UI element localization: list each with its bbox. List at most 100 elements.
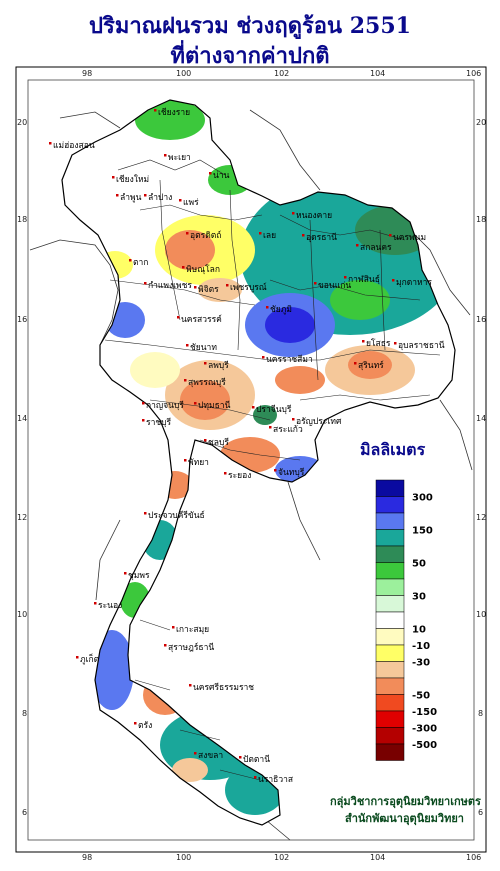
legend-label: -150 — [412, 707, 437, 718]
place-label: ลพบุรี — [208, 360, 229, 371]
lon-tick-top-98: 98 — [82, 69, 92, 78]
place-label: สงขลา — [198, 751, 223, 761]
station-marker — [49, 142, 52, 145]
station-marker — [76, 656, 79, 659]
legend-swatch — [375, 578, 405, 596]
lat-tick-left-6: 6 — [22, 808, 27, 817]
place-label: ระนอง — [98, 601, 122, 611]
place-label: ชุมพร — [128, 571, 150, 581]
station-marker — [144, 194, 147, 197]
station-marker — [116, 194, 119, 197]
place-label: ชลบุรี — [208, 437, 229, 448]
place-label: นครสวรรค์ — [181, 314, 222, 325]
place-label: ชัยนาท — [190, 343, 217, 353]
place-label: ระยอง — [228, 471, 251, 481]
station-marker — [392, 279, 395, 282]
station-marker — [389, 234, 392, 237]
station-marker — [184, 379, 187, 382]
lat-tick-right-6: 6 — [478, 808, 483, 817]
place-label: สุราษฎร์ธานี — [168, 642, 214, 653]
place-label: อรัญประเทศ — [296, 417, 342, 427]
place-label: มุกดาหาร — [396, 278, 432, 288]
legend-swatch — [375, 727, 405, 745]
station-marker — [134, 722, 137, 725]
place-label: แพร่ — [183, 198, 199, 208]
station-marker — [354, 362, 357, 365]
lon-tick-top-102: 102 — [274, 69, 289, 78]
place-label: กาญจนบุรี — [146, 400, 184, 411]
station-marker — [189, 684, 192, 687]
station-marker — [269, 426, 272, 429]
lon-tick-bottom-104: 104 — [370, 853, 385, 862]
lon-tick-top-100: 100 — [176, 69, 191, 78]
legend-swatch — [375, 545, 405, 563]
station-marker — [194, 752, 197, 755]
place-label: อุดรธานี — [306, 232, 337, 243]
station-marker — [194, 402, 197, 405]
place-label: ขอนแก่น — [318, 281, 351, 291]
station-marker — [184, 459, 187, 462]
legend-swatch — [375, 743, 405, 761]
station-marker — [144, 512, 147, 515]
station-marker — [266, 306, 269, 309]
place-label: ชัยภูมิ — [270, 305, 292, 315]
place-label: นครศรีธรรมราช — [193, 682, 254, 693]
legend-label: -50 — [412, 691, 430, 702]
station-marker — [302, 234, 305, 237]
place-label: หนองคาย — [296, 211, 332, 221]
legend-colorbar: 300 150 50 30 10 -10 -30 -50 -150 -300 -500 — [375, 479, 437, 761]
station-marker — [356, 244, 359, 247]
lat-tick-right-10: 10 — [476, 610, 486, 619]
place-label: นครราชสีมา — [266, 354, 313, 365]
station-marker — [204, 439, 207, 442]
station-marker — [172, 626, 175, 629]
place-label: กำแพงเพชร — [148, 281, 192, 291]
place-label: แม่ฮ่องสอน — [53, 141, 95, 151]
station-marker — [142, 402, 145, 405]
place-label: ตรัง — [138, 721, 152, 731]
station-marker — [129, 259, 132, 262]
station-marker — [274, 469, 277, 472]
legend-label: 300 — [412, 493, 433, 504]
station-marker — [344, 276, 347, 279]
lat-tick-right-20: 20 — [476, 118, 486, 127]
lat-tick-left-8: 8 — [22, 709, 27, 718]
station-marker — [112, 176, 115, 179]
legend-swatch — [375, 562, 405, 580]
legend-swatch — [375, 479, 405, 497]
map-inner-frame — [27, 79, 475, 841]
station-marker — [292, 418, 295, 421]
place-label: เชียงราย — [158, 107, 190, 118]
lat-tick-left-18: 18 — [17, 215, 27, 224]
map-title-line1: ปริมาณฝนรวม ช่วงฤดูร้อน 2551 — [89, 13, 411, 39]
lat-tick-right-12: 12 — [476, 513, 486, 522]
lat-tick-left-12: 12 — [17, 513, 27, 522]
station-marker — [209, 172, 212, 175]
place-label: จันทบุรี — [278, 467, 305, 478]
place-label: ตาก — [133, 258, 148, 268]
legend-label: 50 — [412, 559, 426, 570]
legend-label: -300 — [412, 724, 437, 735]
legend-label: 10 — [412, 625, 426, 636]
lat-tick-left-20: 20 — [17, 118, 27, 127]
station-marker — [239, 756, 242, 759]
place-label: ภูเก็ต — [80, 653, 99, 665]
station-marker — [182, 266, 185, 269]
place-label: พัทยา — [188, 458, 209, 468]
legend-swatch — [375, 710, 405, 728]
lon-tick-bottom-102: 102 — [274, 853, 289, 862]
station-marker — [154, 109, 157, 112]
station-marker — [164, 154, 167, 157]
lon-tick-bottom-98: 98 — [82, 853, 92, 862]
legend-swatch — [375, 529, 405, 547]
legend-swatch — [375, 677, 405, 695]
place-label: พิษณุโลก — [186, 264, 220, 275]
lat-tick-right-16: 16 — [476, 315, 486, 324]
place-label: อุตรดิตถ์ — [190, 230, 221, 241]
legend-swatch — [375, 661, 405, 679]
latitude-ticks-left: 20 18 16 14 12 10 8 6 — [17, 118, 27, 817]
longitude-ticks-top: 98 100 102 104 106 — [82, 69, 481, 78]
station-marker — [254, 776, 257, 779]
